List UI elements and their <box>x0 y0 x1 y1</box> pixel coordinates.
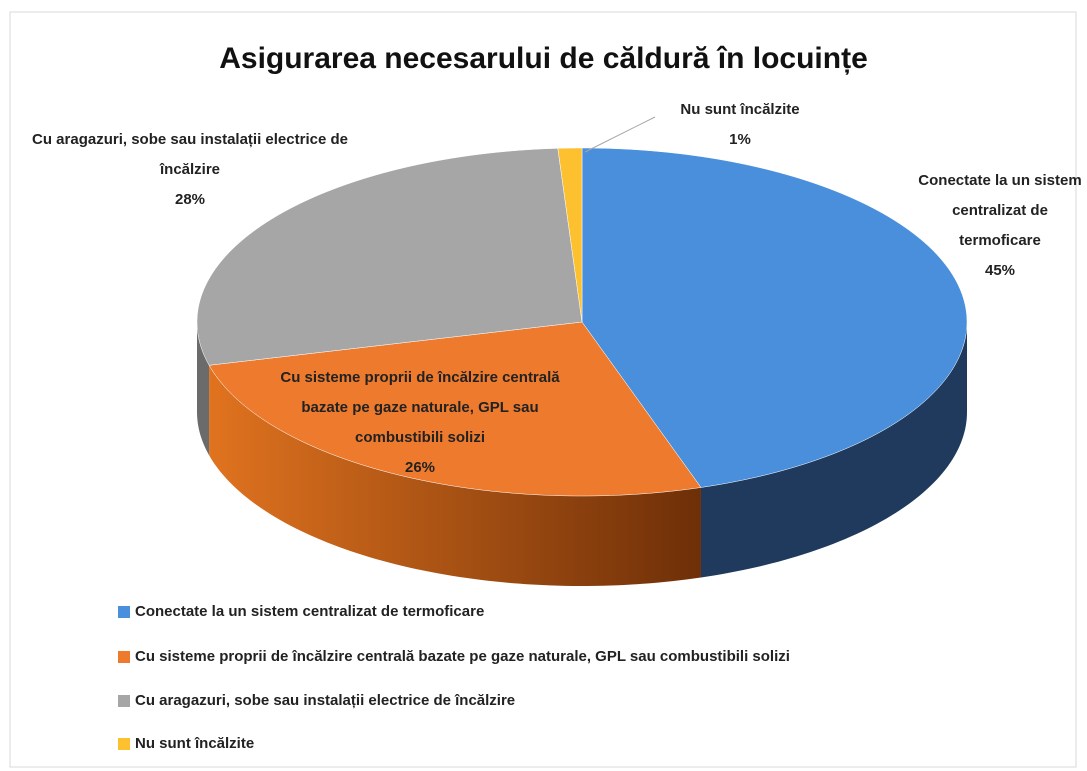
pie-slice-side <box>209 365 701 586</box>
legend-swatch <box>118 650 130 663</box>
data-label-name: Cu aragazuri, sobe sau instalații electr… <box>32 131 348 178</box>
legend-label: Nu sunt încălzite <box>135 735 255 752</box>
pie-slice <box>208 321 702 497</box>
legend-label: Conectate la un sistem centralizat de te… <box>135 603 485 620</box>
pie-slice <box>196 148 583 366</box>
pie-slice-side <box>700 322 967 578</box>
data-label-value: 45% <box>984 262 1016 279</box>
leader-line <box>584 116 656 153</box>
legend-item: Cu aragazuri, sobe sau instalații electr… <box>118 692 515 709</box>
data-label-name: Cu sisteme proprii de încălzire centrală… <box>280 369 560 446</box>
pie-slice <box>581 147 968 488</box>
frame <box>9 11 1077 768</box>
data-label: Cu aragazuri, sobe sau instalații electr… <box>30 125 350 215</box>
chart-title: Asigurarea necesarului de căldură în loc… <box>219 42 868 75</box>
legend-label: Cu sisteme proprii de încălzire centrală… <box>135 648 790 665</box>
data-label-value: 26% <box>404 459 436 476</box>
legend-label: Cu aragazuri, sobe sau instalații electr… <box>135 692 516 709</box>
pie-slice-side <box>197 322 210 456</box>
legend-item: Cu sisteme proprii de încălzire centrală… <box>118 648 790 665</box>
data-label-value: 28% <box>174 191 206 208</box>
data-label-name: Conectate la un sistem centralizat de te… <box>918 172 1082 249</box>
legend-swatch <box>118 605 130 618</box>
data-label-name: Nu sunt încălzite <box>680 101 800 118</box>
pie-slice <box>557 147 583 323</box>
legend-item: Nu sunt încălzite <box>118 735 254 752</box>
data-label: Conectate la un sistem centralizat de te… <box>915 166 1085 286</box>
data-label: Nu sunt încălzite 1% <box>640 95 840 155</box>
data-label-value: 1% <box>729 131 751 148</box>
legend-swatch <box>118 694 130 707</box>
data-label: Cu sisteme proprii de încălzire centrală… <box>270 363 570 483</box>
legend-swatch <box>118 737 130 750</box>
legend-item: Conectate la un sistem centralizat de te… <box>118 603 484 620</box>
